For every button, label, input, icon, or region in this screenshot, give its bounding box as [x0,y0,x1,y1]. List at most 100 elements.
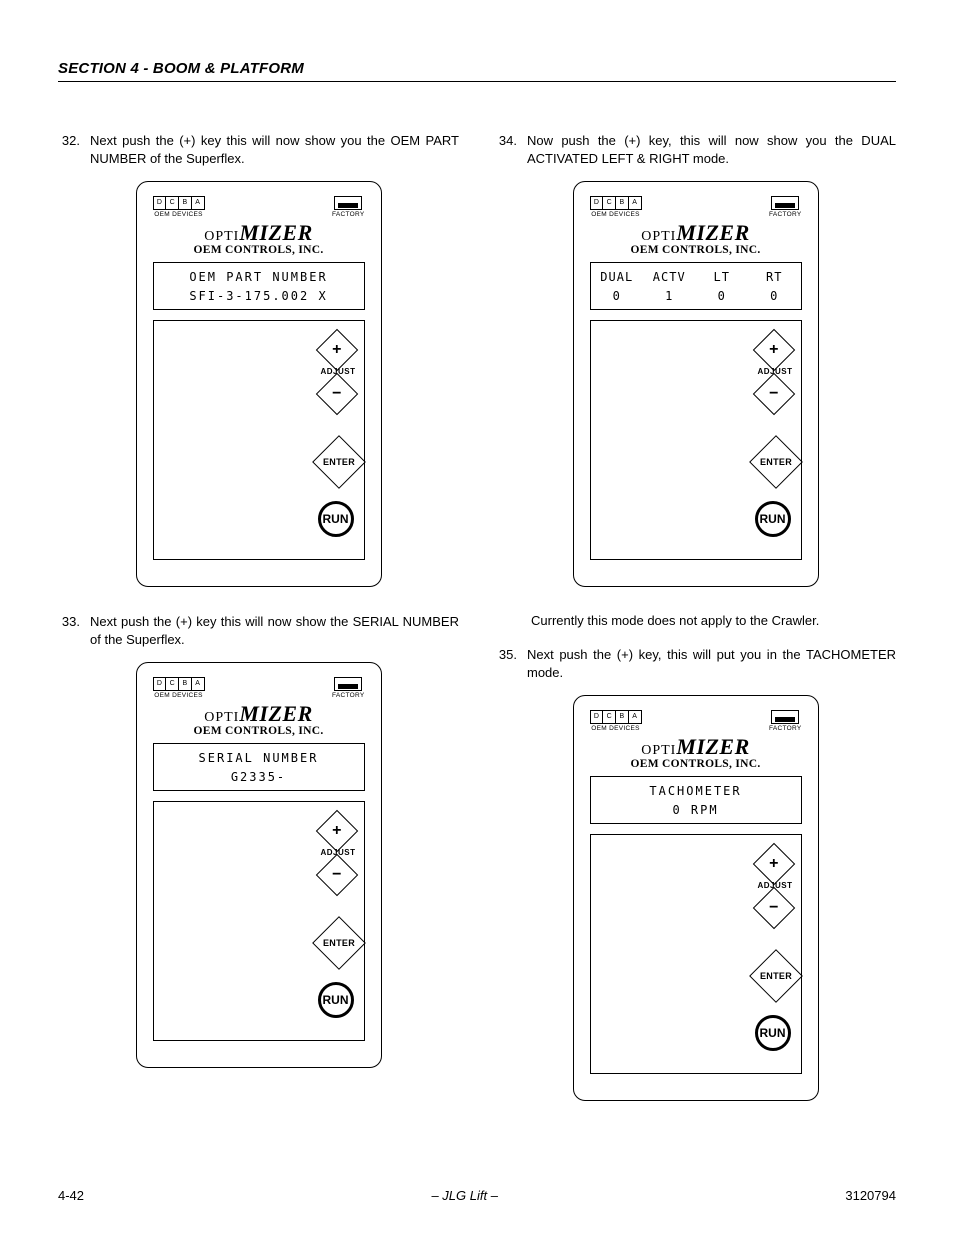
brand-main: MIZER [239,220,312,245]
dip-caption: OEM DEVICES [154,692,202,699]
factory-icon [771,710,799,724]
dip-switch: D C B A [153,196,205,210]
lcd-line-2: G2335- [154,770,364,784]
device-4-wrap: D C B A OEM DEVICES FACTORY OPTIMIZER [495,695,896,1101]
dip-switch-block: D C B A OEM DEVICES [153,677,205,699]
factory-icon [334,677,362,691]
device-3-wrap: D C B A OEM DEVICES FACTORY OPTIMIZER [495,181,896,587]
factory-block: FACTORY [332,677,365,699]
brand-sub: OEM CONTROLS, INC. [590,244,802,256]
dip-c: C [166,678,179,690]
step-34: 34. Now push the (+) key, this will now … [495,132,896,167]
content-columns: 32. Next push the (+) key this will now … [58,132,896,1127]
brand-prefix: OPTI [641,229,676,244]
factory-block: FACTORY [769,196,802,218]
dip-switch-block: D C B A OEM DEVICES [590,196,642,218]
brand-main: MIZER [676,220,749,245]
step-text: Now push the (+) key, this will now show… [527,132,896,167]
dip-d: D [154,678,167,690]
dip-d: D [591,711,604,723]
plus-button[interactable]: + [322,335,352,365]
run-button[interactable]: RUN [318,982,354,1018]
step-text: Next push the (+) key, this will put you… [527,646,896,681]
optimizer-device: D C B A OEM DEVICES FACTORY OPTIMIZER [136,662,382,1068]
run-button[interactable]: RUN [755,1015,791,1051]
dip-d: D [591,197,604,209]
device-2-wrap: D C B A OEM DEVICES FACTORY OPTIMIZER [58,662,459,1068]
enter-button[interactable]: ENTER [757,443,795,481]
brand-main: MIZER [239,701,312,726]
dip-a: A [629,711,641,723]
factory-icon [334,196,362,210]
footer-right: 3120794 [845,1188,896,1203]
dip-b: B [616,711,629,723]
brand-row: OPTIMIZER OEM CONTROLS, INC. [153,701,365,737]
dip-c: C [603,197,616,209]
step-text: Next push the (+) key this will now show… [90,613,459,648]
run-button[interactable]: RUN [755,501,791,537]
enter-button[interactable]: ENTER [320,924,358,962]
lcd-display: TACHOMETER 0 RPM [590,776,802,824]
step-35: 35. Next push the (+) key, this will put… [495,646,896,681]
factory-block: FACTORY [769,710,802,732]
button-panel: + ADJUST − ENTER RUN [153,320,365,560]
step-number: 35. [495,646,527,681]
dip-a: A [629,197,641,209]
factory-icon [771,196,799,210]
dip-switch: D C B A [590,710,642,724]
minus-button[interactable]: − [322,379,352,409]
dip-caption: OEM DEVICES [154,211,202,218]
optimizer-device: D C B A OEM DEVICES FACTORY OPTIMIZER [573,695,819,1101]
brand-prefix: OPTI [204,710,239,725]
right-column: 34. Now push the (+) key, this will now … [495,132,896,1127]
plus-button[interactable]: + [759,335,789,365]
brand-prefix: OPTI [641,743,676,758]
brand-sub: OEM CONTROLS, INC. [153,725,365,737]
step-33: 33. Next push the (+) key this will now … [58,613,459,648]
lcd-display: DUALACTVLTRT 0100 [590,262,802,310]
plus-button[interactable]: + [759,849,789,879]
minus-button[interactable]: − [759,379,789,409]
enter-button[interactable]: ENTER [320,443,358,481]
lcd-line-1: TACHOMETER [591,784,801,798]
dip-c: C [603,711,616,723]
step-number: 33. [58,613,90,648]
dip-switch: D C B A [590,196,642,210]
minus-button[interactable]: − [759,893,789,923]
brand-prefix: OPTI [204,229,239,244]
dip-b: B [179,197,192,209]
dip-switch-block: D C B A OEM DEVICES [590,710,642,732]
dip-b: B [616,197,629,209]
lcd-line-2: SFI-3-175.002 X [154,289,364,303]
enter-button[interactable]: ENTER [757,957,795,995]
brand-row: OPTIMIZER OEM CONTROLS, INC. [153,220,365,256]
plus-button[interactable]: + [322,816,352,846]
optimizer-device: D C B A OEM DEVICES FACTORY OPTIMIZER [136,181,382,587]
section-header: SECTION 4 - BOOM & PLATFORM [58,60,896,82]
dip-a: A [192,678,204,690]
run-button[interactable]: RUN [318,501,354,537]
step-text: Next push the (+) key this will now show… [90,132,459,167]
factory-block: FACTORY [332,196,365,218]
step-number: 34. [495,132,527,167]
minus-button[interactable]: − [322,860,352,890]
brand-row: OPTIMIZER OEM CONTROLS, INC. [590,220,802,256]
step-32: 32. Next push the (+) key this will now … [58,132,459,167]
brand-main: MIZER [676,734,749,759]
brand-row: OPTIMIZER OEM CONTROLS, INC. [590,734,802,770]
dip-caption: OEM DEVICES [591,725,639,732]
optimizer-device: D C B A OEM DEVICES FACTORY OPTIMIZER [573,181,819,587]
factory-caption: FACTORY [769,211,802,218]
dip-switch-block: D C B A OEM DEVICES [153,196,205,218]
lcd-row-1: DUALACTVLTRT [591,270,801,284]
lcd-line-1: SERIAL NUMBER [154,751,364,765]
dip-b: B [179,678,192,690]
left-column: 32. Next push the (+) key this will now … [58,132,459,1127]
brand-sub: OEM CONTROLS, INC. [153,244,365,256]
footer-center: – JLG Lift – [431,1188,497,1203]
dip-d: D [154,197,167,209]
lcd-line-2: 0 RPM [591,803,801,817]
device-1-wrap: D C B A OEM DEVICES FACTORY OPTIMIZER [58,181,459,587]
factory-caption: FACTORY [332,211,365,218]
lcd-row-2: 0100 [591,289,801,303]
